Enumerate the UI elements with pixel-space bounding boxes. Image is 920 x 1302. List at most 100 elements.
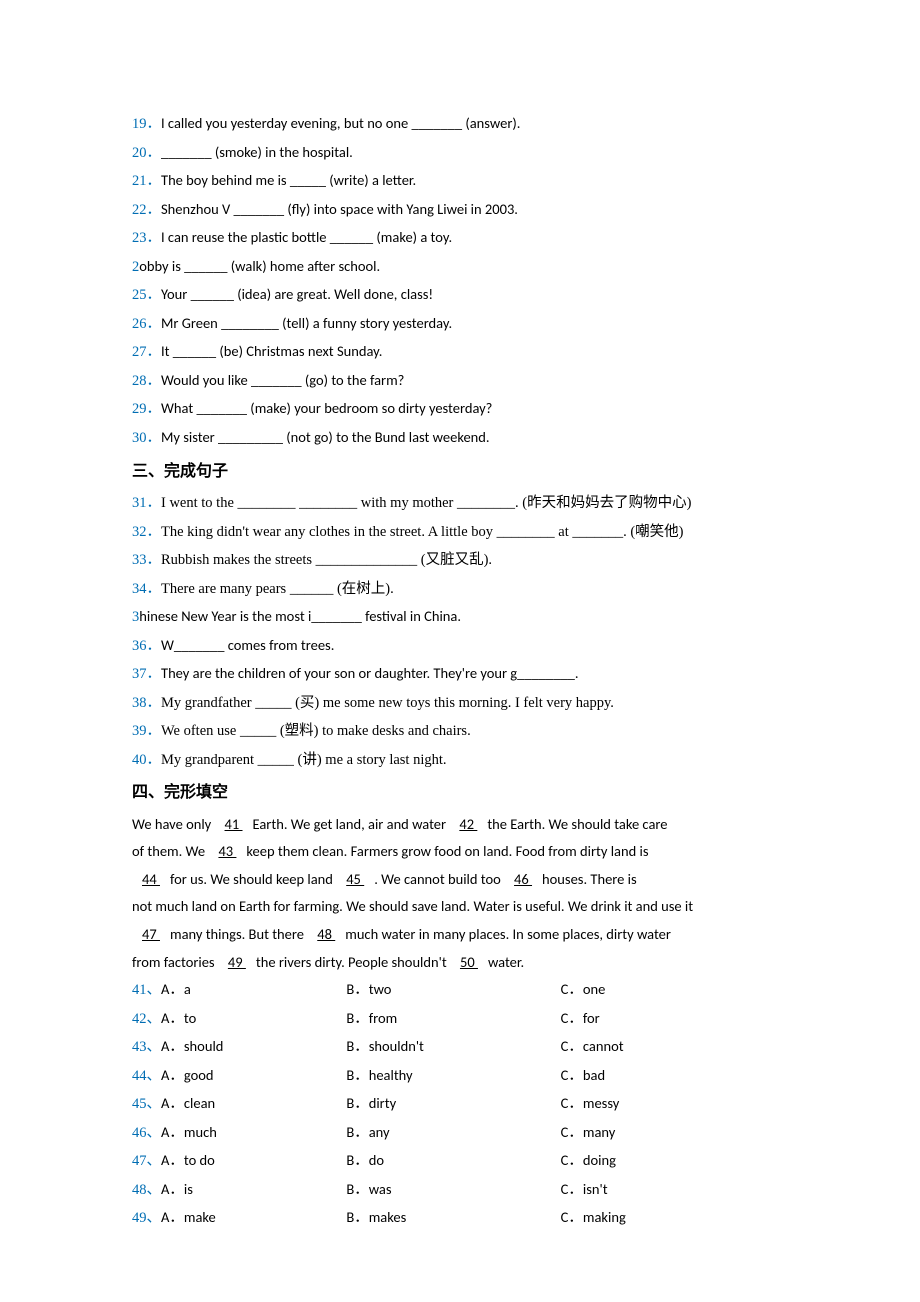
q39-num: 39． — [132, 723, 161, 739]
blank-50: 50 — [450, 953, 488, 971]
q19-text: I called you yesterday evening, but no o… — [161, 114, 520, 132]
option-a: 42、A．to — [132, 1005, 346, 1034]
q21-num: 21． — [132, 173, 161, 189]
option-b: B．from — [346, 1005, 560, 1034]
q37-num: 37． — [132, 666, 161, 682]
q36-num: 36． — [132, 638, 161, 654]
q35: 3hinese New Year is the most i_______ fe… — [132, 603, 775, 632]
q34-num: 34． — [132, 581, 161, 597]
q25-num: 25． — [132, 287, 161, 303]
option-b: B．shouldn't — [346, 1033, 560, 1062]
p6b: the rivers dirty. People shouldn't — [256, 953, 450, 971]
cloze-line1: We have only 41 Earth. We get land, air … — [132, 811, 775, 839]
q27-num: 27． — [132, 344, 161, 360]
q21: 21．The boy behind me is _____ (write) a … — [132, 167, 775, 196]
q33-num: 33． — [132, 552, 161, 568]
option-b: B．was — [346, 1176, 560, 1205]
option-row-43: 43、A．shouldB．shouldn'tC．cannot — [132, 1033, 775, 1062]
q22: 22．Shenzhou V _______ (fly) into space w… — [132, 196, 775, 225]
p6a: from factories — [132, 953, 218, 971]
option-c: C．many — [561, 1119, 775, 1148]
q23-text: I can reuse the plastic bottle ______ (m… — [161, 228, 452, 246]
q30-num: 30． — [132, 430, 161, 446]
q31: 31．I went to the ________ ________ with … — [132, 489, 775, 518]
p3c: . We cannot build too — [374, 870, 504, 888]
option-a: 45、A．clean — [132, 1090, 346, 1119]
q33: 33．Rubbish makes the streets ___________… — [132, 546, 775, 575]
cloze-line6: from factories 49 the rivers dirty. Peop… — [132, 949, 775, 977]
q29: 29．What _______ (make) your bedroom so d… — [132, 395, 775, 424]
option-num: 46、 — [132, 1125, 161, 1141]
blank-42: 42 — [449, 815, 487, 833]
blank-48: 48 — [307, 925, 345, 943]
q19-num: 19． — [132, 116, 161, 132]
worksheet-page: 19．I called you yesterday evening, but n… — [0, 0, 920, 1302]
q30-text: My sister _________ (not go) to the Bund… — [161, 428, 490, 446]
p2b: keep them clean. Farmers grow food on la… — [246, 842, 648, 860]
q24: 2obby is ______ (walk) home after school… — [132, 253, 775, 282]
cloze-line2: of them. We 43 keep them clean. Farmers … — [132, 838, 775, 866]
option-b: B．dirty — [346, 1090, 560, 1119]
option-c: C．messy — [561, 1090, 775, 1119]
q22-num: 22． — [132, 202, 161, 218]
q32: 32．The king didn't wear any clothes in t… — [132, 518, 775, 547]
option-a: 48、A．is — [132, 1176, 346, 1205]
q36: 36．W_______ comes from trees. — [132, 632, 775, 661]
cloze-line3: 44 for us. We should keep land 45 . We c… — [132, 866, 775, 894]
q28: 28．Would you like _______ (go) to the fa… — [132, 367, 775, 396]
option-row-49: 49、A．makeB．makesC．making — [132, 1204, 775, 1233]
q39-text: We often use _____ (塑料) to make desks an… — [161, 723, 471, 739]
q39: 39．We often use _____ (塑料) to make desks… — [132, 717, 775, 746]
option-row-46: 46、A．muchB．anyC．many — [132, 1119, 775, 1148]
q40-num: 40． — [132, 752, 161, 768]
q31-num: 31． — [132, 495, 161, 511]
p6c: water. — [488, 953, 524, 971]
q21-text: The boy behind me is _____ (write) a let… — [161, 171, 416, 189]
q26: 26．Mr Green ________ (tell) a funny stor… — [132, 310, 775, 339]
q23-num: 23． — [132, 230, 161, 246]
q26-text: Mr Green ________ (tell) a funny story y… — [161, 314, 452, 332]
q20: 20．_______ (smoke) in the hospital. — [132, 139, 775, 168]
option-row-48: 48、A．isB．wasC．isn't — [132, 1176, 775, 1205]
option-c: C．making — [561, 1204, 775, 1233]
p5b: many things. But there — [170, 925, 307, 943]
blank-44: 44 — [132, 870, 170, 888]
option-b: B．makes — [346, 1204, 560, 1233]
q37-text: They are the children of your son or dau… — [161, 664, 579, 682]
p2a: of them. We — [132, 842, 208, 860]
option-a: 43、A．should — [132, 1033, 346, 1062]
option-num: 48、 — [132, 1182, 161, 1198]
option-c: C．doing — [561, 1147, 775, 1176]
q40-text: My grandparent _____ (讲) me a story last… — [161, 752, 447, 768]
option-c: C．for — [561, 1005, 775, 1034]
option-b: B．healthy — [346, 1062, 560, 1091]
q38: 38．My grandfather _____ (买) me some new … — [132, 689, 775, 718]
option-num: 41、 — [132, 982, 161, 998]
p1b: Earth. We get land, air and water — [253, 815, 450, 833]
blank-49: 49 — [218, 953, 256, 971]
option-c: C．isn't — [561, 1176, 775, 1205]
q25: 25．Your ______ (idea) are great. Well do… — [132, 281, 775, 310]
p1c: the Earth. We should take care — [487, 815, 667, 833]
cloze-line4: not much land on Earth for farming. We s… — [132, 893, 775, 921]
option-a: 49、A．make — [132, 1204, 346, 1233]
option-num: 45、 — [132, 1096, 161, 1112]
option-num: 42、 — [132, 1011, 161, 1027]
cloze-options: 41、A．aB．twoC．one42、A．toB．fromC．for43、A．s… — [132, 976, 775, 1233]
cloze-line5: 47 many things. But there 48 much water … — [132, 921, 775, 949]
q28-text: Would you like _______ (go) to the farm? — [161, 371, 404, 389]
p3b: for us. We should keep land — [170, 870, 336, 888]
q32-num: 32． — [132, 524, 161, 540]
q19: 19．I called you yesterday evening, but n… — [132, 110, 775, 139]
q34: 34．There are many pears ______ (在树上). — [132, 575, 775, 604]
option-a: 46、A．much — [132, 1119, 346, 1148]
q33-text: Rubbish makes the streets ______________… — [161, 552, 492, 568]
q30: 30．My sister _________ (not go) to the B… — [132, 424, 775, 453]
option-row-47: 47、A．to doB．doC．doing — [132, 1147, 775, 1176]
q28-num: 28． — [132, 373, 161, 389]
option-b: B．two — [346, 976, 560, 1005]
section4-heading: 四、完形填空 — [132, 778, 775, 808]
q24-text: obby is ______ (walk) home after school. — [139, 257, 380, 275]
q34-text: There are many pears ______ (在树上). — [161, 581, 394, 597]
q40: 40．My grandparent _____ (讲) me a story l… — [132, 746, 775, 775]
